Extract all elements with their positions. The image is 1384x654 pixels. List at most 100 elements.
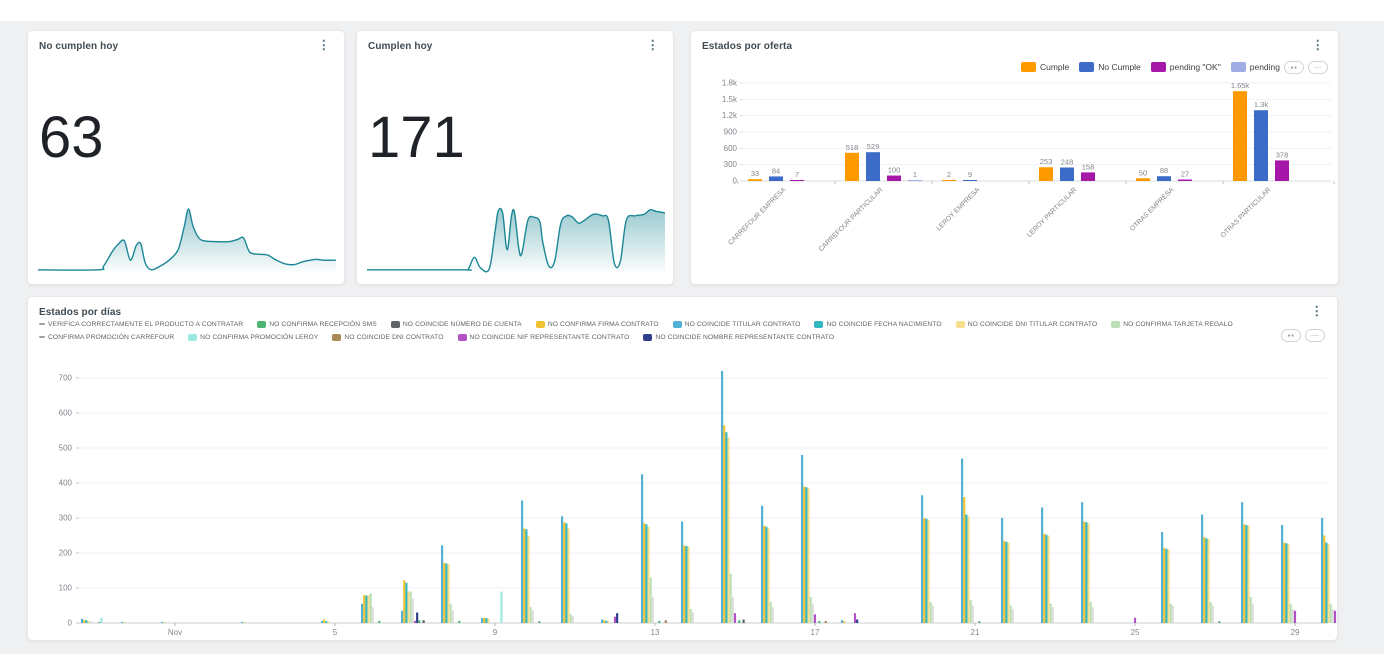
bar[interactable] — [1045, 534, 1048, 623]
bar[interactable] — [1327, 544, 1330, 623]
bar[interactable] — [733, 613, 737, 623]
bar[interactable] — [965, 514, 968, 624]
more-options-icon[interactable]: ⋮ — [646, 38, 660, 52]
bar[interactable] — [658, 620, 661, 623]
legend-item[interactable]: NO COINCIDE FECHA NACIMIENTO — [814, 320, 942, 328]
bar[interactable] — [1331, 609, 1334, 623]
bar[interactable] — [323, 619, 326, 624]
legend-item[interactable]: No Cumple — [1079, 62, 1141, 72]
bar[interactable] — [1247, 525, 1250, 623]
bar[interactable] — [1087, 523, 1090, 623]
bar[interactable] — [1051, 607, 1054, 623]
bar[interactable] — [853, 613, 857, 623]
bar[interactable] — [369, 593, 372, 623]
bar[interactable] — [1207, 539, 1210, 623]
bar[interactable] — [689, 609, 692, 623]
bar[interactable] — [767, 528, 770, 624]
bar[interactable] — [416, 612, 419, 624]
bar[interactable] — [647, 526, 650, 623]
bar[interactable] — [1039, 167, 1053, 181]
bar[interactable] — [1287, 544, 1290, 623]
bar[interactable] — [83, 620, 86, 623]
bar[interactable] — [1325, 542, 1328, 624]
bar[interactable] — [529, 607, 532, 623]
bar[interactable] — [765, 526, 768, 623]
bar[interactable] — [1209, 602, 1212, 623]
bar[interactable] — [1005, 541, 1008, 623]
chart-action-chip[interactable]: ●● — [1281, 329, 1301, 342]
bar[interactable] — [929, 602, 932, 623]
bar[interactable] — [725, 432, 728, 623]
bar[interactable] — [243, 622, 246, 623]
bar[interactable] — [1178, 179, 1192, 181]
bar[interactable] — [1007, 542, 1010, 624]
bar[interactable] — [731, 596, 734, 623]
bar[interactable] — [887, 175, 901, 181]
bar[interactable] — [321, 620, 324, 623]
bar[interactable] — [805, 487, 808, 623]
bar[interactable] — [601, 619, 604, 624]
bar[interactable] — [687, 546, 690, 623]
bar[interactable] — [963, 497, 966, 623]
bar[interactable] — [365, 595, 368, 623]
bar[interactable] — [527, 535, 530, 624]
bar[interactable] — [1011, 609, 1014, 623]
bar[interactable] — [866, 152, 880, 181]
bar[interactable] — [723, 425, 726, 623]
bar[interactable] — [942, 180, 956, 181]
bar[interactable] — [418, 620, 421, 623]
bar[interactable] — [445, 563, 448, 624]
bar[interactable] — [1203, 537, 1206, 623]
bar[interactable] — [738, 620, 741, 623]
bar[interactable] — [1241, 502, 1244, 623]
bar[interactable] — [683, 545, 686, 623]
legend-item[interactable]: NO COINCIDE NÚMERO DE CUENTA — [390, 320, 522, 328]
bar[interactable] — [87, 620, 90, 623]
bar[interactable] — [1133, 617, 1137, 623]
bar[interactable] — [561, 516, 564, 623]
bar[interactable] — [1293, 610, 1297, 623]
bar[interactable] — [1085, 522, 1088, 623]
bar[interactable] — [1161, 532, 1164, 623]
bar[interactable] — [367, 595, 370, 623]
bar[interactable] — [769, 602, 772, 623]
more-options-icon[interactable]: ⋮ — [1311, 38, 1325, 52]
bar[interactable] — [809, 596, 812, 623]
chart-action-chip[interactable]: ●● — [1284, 61, 1304, 74]
bar[interactable] — [1281, 525, 1284, 623]
bar[interactable] — [378, 620, 381, 623]
bar[interactable] — [121, 621, 124, 623]
bar[interactable] — [803, 486, 806, 624]
bar[interactable] — [1283, 542, 1286, 624]
bar[interactable] — [531, 610, 534, 623]
bar[interactable] — [1003, 540, 1006, 623]
bar[interactable] — [241, 621, 244, 623]
bar[interactable] — [371, 607, 374, 623]
legend-item[interactable]: NO COINCIDE DNI CONTRATO — [332, 333, 443, 341]
legend-item[interactable]: pending "OK" — [1150, 62, 1221, 72]
bar[interactable] — [98, 621, 101, 623]
bar[interactable] — [801, 455, 804, 623]
bar[interactable] — [967, 516, 970, 623]
bar[interactable] — [818, 620, 821, 623]
bar[interactable] — [411, 598, 414, 624]
bar[interactable] — [571, 616, 574, 623]
bar[interactable] — [163, 622, 166, 623]
more-options-icon[interactable]: ⋮ — [317, 38, 331, 52]
bar[interactable] — [1329, 603, 1332, 623]
bar[interactable] — [1169, 603, 1172, 623]
bar[interactable] — [1163, 547, 1166, 623]
bar[interactable] — [685, 546, 688, 623]
bar[interactable] — [961, 458, 964, 624]
bar[interactable] — [843, 621, 846, 623]
bar[interactable] — [1089, 602, 1092, 623]
bar[interactable] — [763, 525, 766, 623]
bar[interactable] — [969, 600, 972, 623]
bar[interactable] — [449, 603, 452, 623]
bar[interactable] — [403, 580, 406, 623]
legend-item[interactable]: NO CONFIRMA PROMOCIÓN LEROY — [188, 333, 318, 341]
bar[interactable] — [1291, 609, 1294, 623]
bar[interactable] — [603, 620, 606, 623]
bar[interactable] — [409, 591, 412, 624]
bar[interactable] — [921, 495, 924, 623]
